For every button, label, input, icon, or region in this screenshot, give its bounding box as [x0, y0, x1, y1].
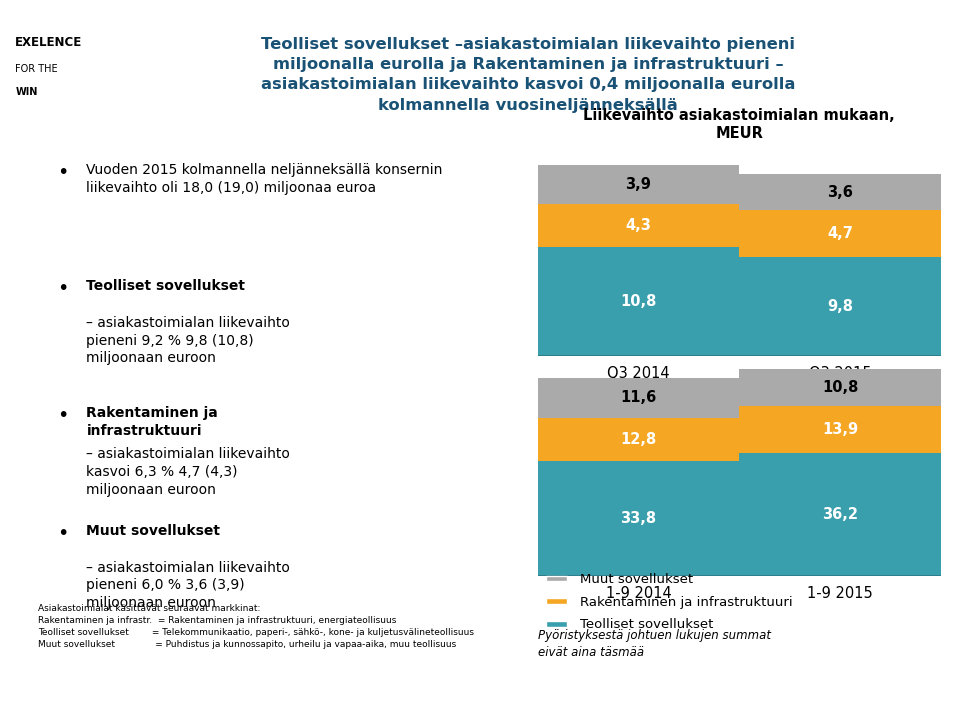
Bar [739, 174, 941, 210]
Text: Asiakastoimialat käsittävät seuraavat markkinat:
Rakentaminen ja infrastr.  = Ra: Asiakastoimialat käsittävät seuraavat ma… [38, 604, 474, 648]
Text: •: • [58, 523, 69, 542]
Text: Muut sovellukset: Muut sovellukset [580, 573, 693, 586]
FancyBboxPatch shape [546, 621, 567, 627]
Text: Liikevaihto asiakastoimialan mukaan,
MEUR: Liikevaihto asiakastoimialan mukaan, MEU… [584, 107, 895, 141]
Text: Teolliset sovellukset: Teolliset sovellukset [86, 279, 246, 293]
FancyBboxPatch shape [546, 598, 567, 604]
Text: 33,8: 33,8 [620, 511, 657, 526]
Text: EXELENCE: EXELENCE [15, 36, 83, 48]
Bar [739, 369, 941, 406]
Bar [739, 453, 941, 576]
Text: WIN: WIN [15, 87, 37, 97]
Bar [538, 461, 739, 576]
Bar [538, 165, 739, 204]
Text: 36,2: 36,2 [822, 507, 858, 522]
Bar [538, 204, 739, 247]
Text: Rakentaminen ja infrastruktuuri: Rakentaminen ja infrastruktuuri [580, 596, 792, 609]
Text: Pyöristyksestä johtuen lukujen summat
eivät aina täsmää: Pyöristyksestä johtuen lukujen summat ei… [538, 629, 771, 659]
Text: 12,8: 12,8 [620, 432, 657, 447]
Text: 4,3: 4,3 [626, 218, 651, 233]
FancyBboxPatch shape [546, 575, 567, 582]
Text: 6: 6 [921, 683, 931, 698]
Text: 10,8: 10,8 [822, 380, 858, 395]
Text: Teolliset sovellukset: Teolliset sovellukset [580, 619, 713, 631]
Text: Exel Composites Oyj: Exel Composites Oyj [29, 683, 203, 698]
Text: Vuoden 2015 kolmannella neljänneksällä konsernin
liikevaihto oli 18,0 (19,0) mil: Vuoden 2015 kolmannella neljänneksällä k… [86, 163, 443, 195]
Bar [538, 417, 739, 461]
Text: •: • [58, 163, 69, 182]
Bar [739, 210, 941, 257]
Text: 9,8: 9,8 [827, 299, 853, 314]
Text: – asiakastoimialan liikevaihto
pieneni 6,0 % 3,6 (3,9)
miljoonaan euroon: – asiakastoimialan liikevaihto pieneni 6… [86, 560, 290, 610]
Bar [538, 378, 739, 417]
Text: Q3 2014: Q3 2014 [607, 365, 670, 380]
Text: – asiakastoimialan liikevaihto
pieneni 9,2 % 9,8 (10,8)
miljoonaan euroon: – asiakastoimialan liikevaihto pieneni 9… [86, 316, 290, 365]
Bar [739, 257, 941, 356]
Bar [739, 406, 941, 453]
Text: Teolliset sovellukset –asiakastoimialan liikevaihto pieneni
miljoonalla eurolla : Teolliset sovellukset –asiakastoimialan … [261, 36, 795, 113]
Text: 3,6: 3,6 [828, 185, 852, 200]
Text: 13,9: 13,9 [822, 422, 858, 437]
Bar [538, 247, 739, 356]
Text: •: • [58, 279, 69, 298]
Text: Rakentaminen ja
infrastruktuuri: Rakentaminen ja infrastruktuuri [86, 406, 218, 438]
Text: 1-9 2015: 1-9 2015 [807, 586, 873, 601]
Text: •: • [58, 406, 69, 424]
Text: 3,9: 3,9 [626, 177, 651, 192]
Text: 10,8: 10,8 [620, 294, 657, 309]
Text: 4,7: 4,7 [828, 226, 852, 241]
Text: 1-9 2014: 1-9 2014 [606, 586, 671, 601]
Text: – asiakastoimialan liikevaihto
kasvoi 6,3 % 4,7 (4,3)
miljoonaan euroon: – asiakastoimialan liikevaihto kasvoi 6,… [86, 447, 290, 497]
Text: 11,6: 11,6 [620, 390, 657, 405]
Text: FOR THE: FOR THE [15, 64, 58, 74]
Text: Muut sovellukset: Muut sovellukset [86, 523, 221, 538]
Text: Q3 2015: Q3 2015 [808, 365, 872, 380]
